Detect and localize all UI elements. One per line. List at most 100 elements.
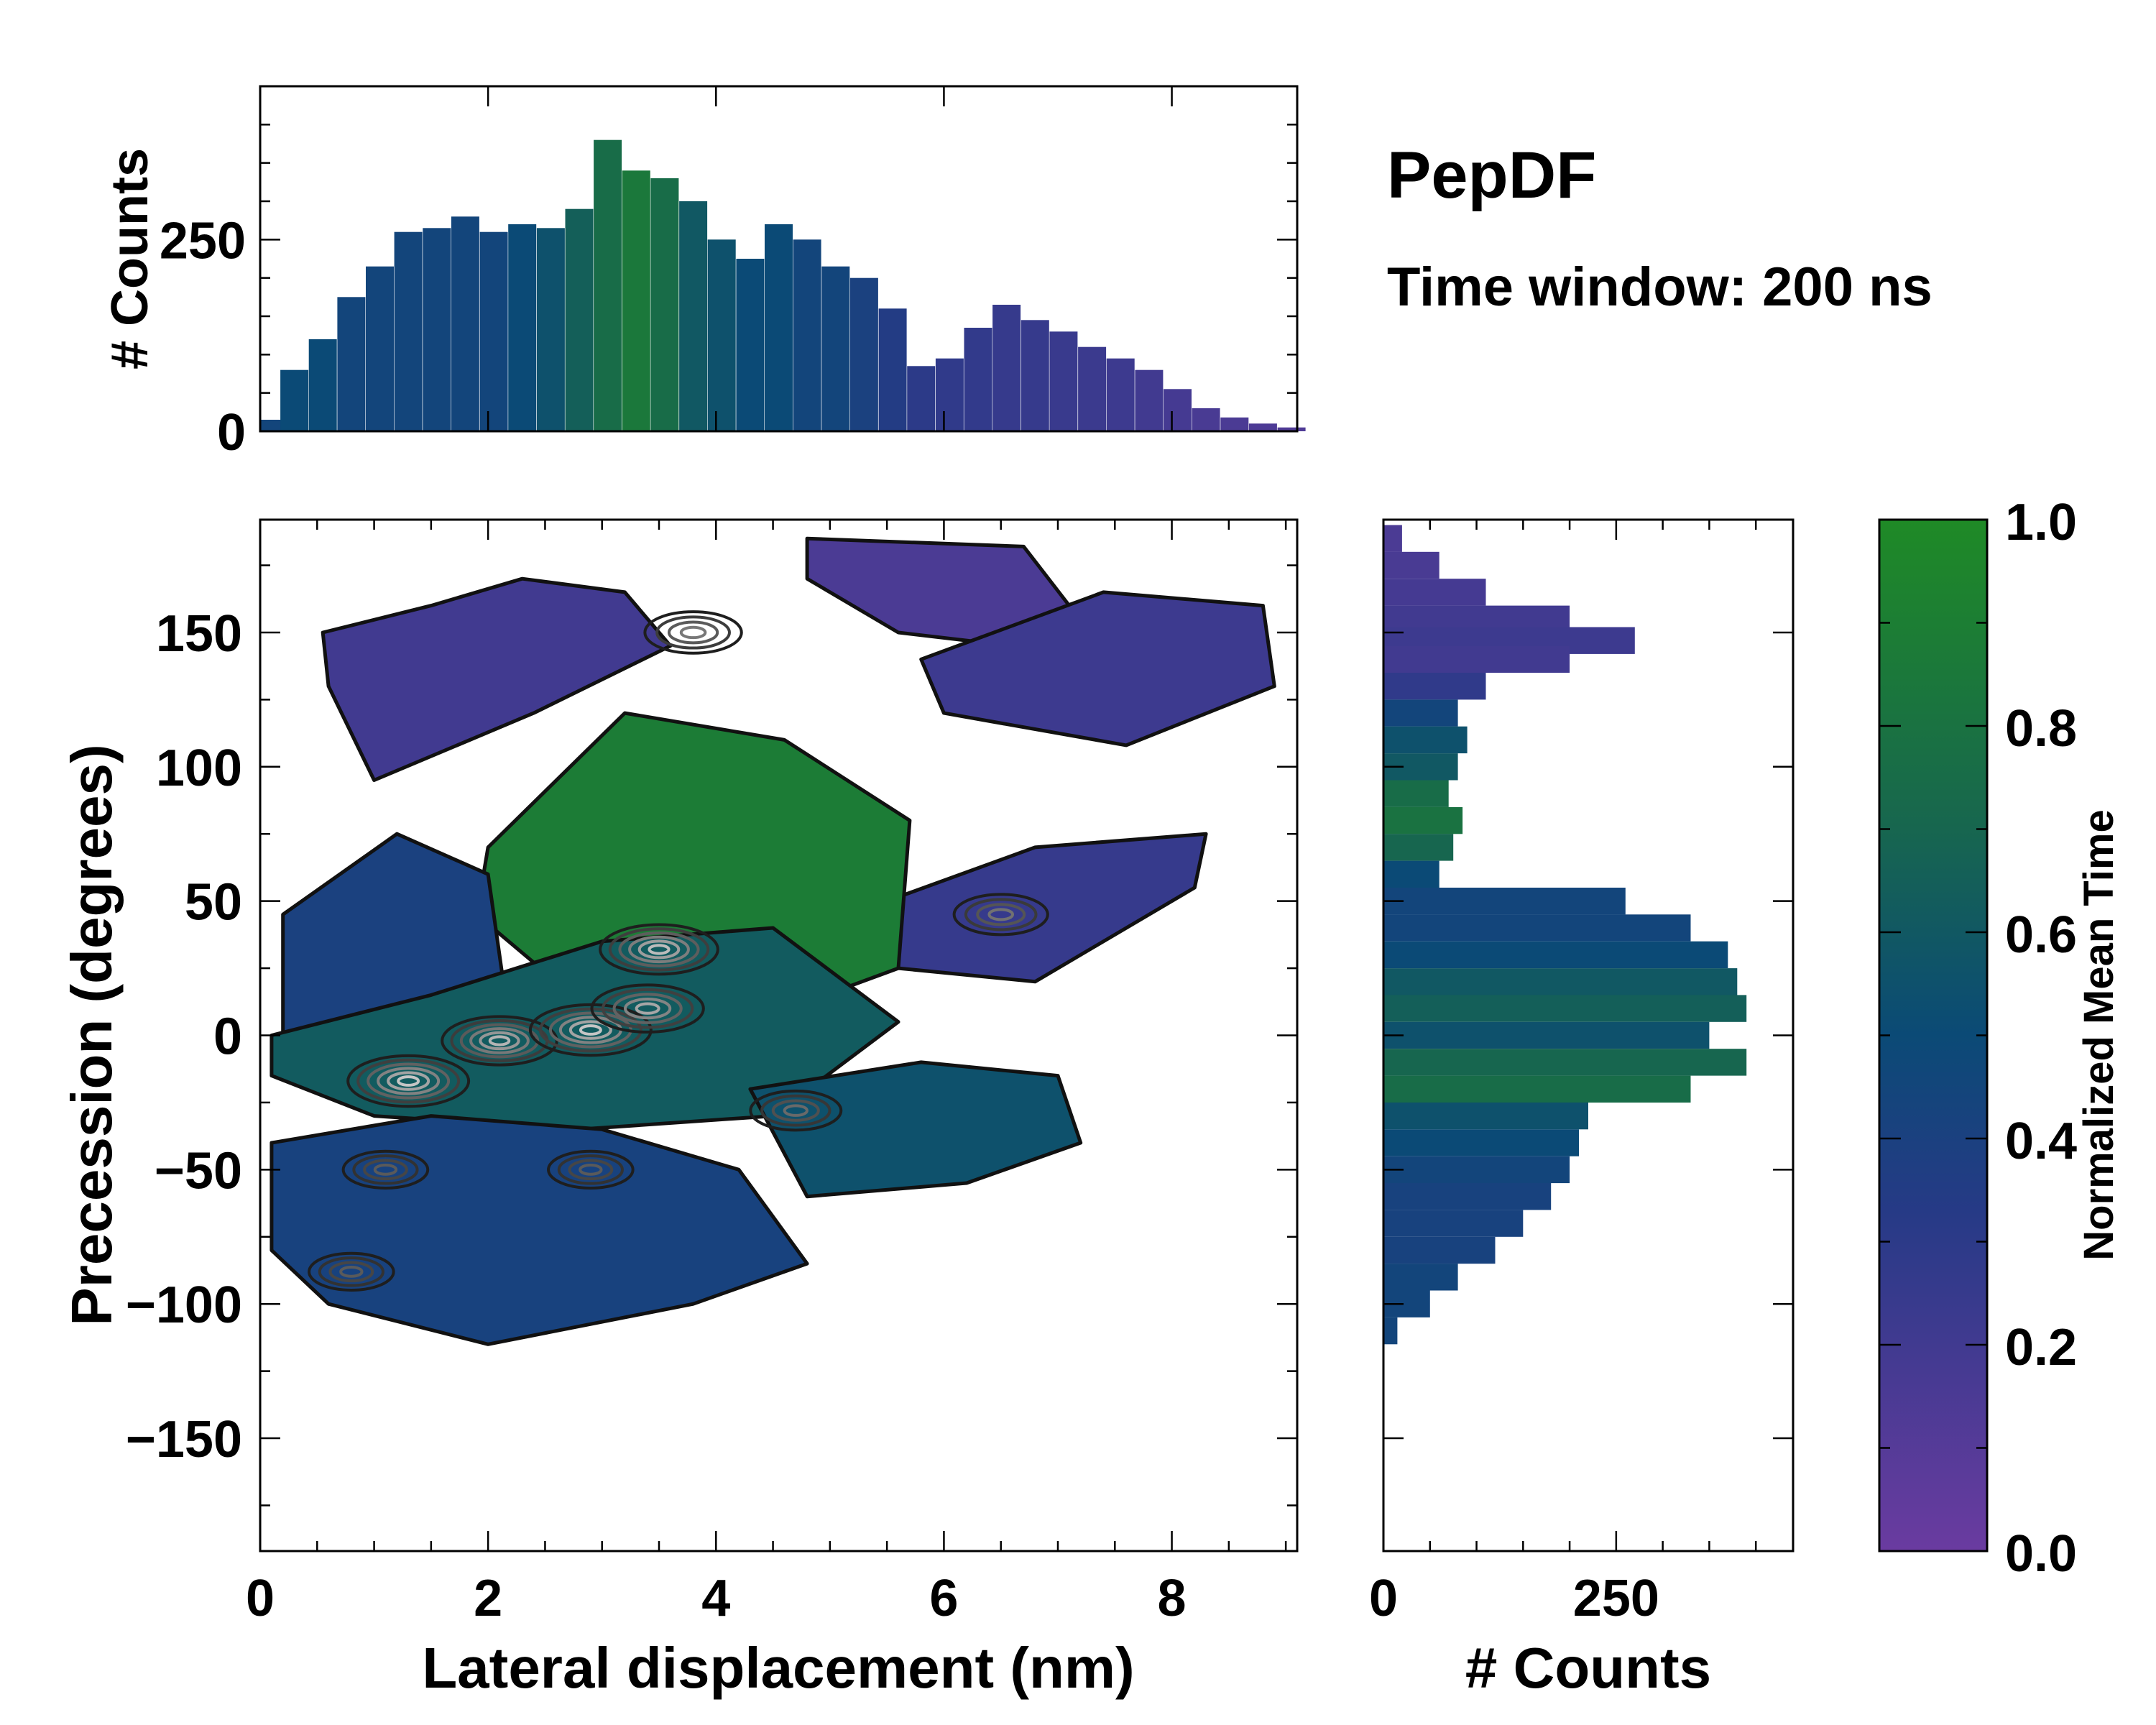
top-histogram-bar <box>1248 423 1277 431</box>
top-histogram-bar <box>479 231 508 431</box>
density-contour-10-1 <box>579 1163 603 1176</box>
top-histogram-frame <box>259 85 1299 433</box>
top-histogram-bar <box>765 224 793 431</box>
right-xtick-label: 250 <box>1573 1570 1659 1627</box>
right-histogram-bars <box>1383 525 1747 1345</box>
heatmap-region-right-violet <box>919 590 1276 748</box>
right-histogram-bar <box>1383 1075 1691 1103</box>
colorbar-tick-label: 0.8 <box>2005 700 2077 758</box>
top-histogram: 0 250 # Counts <box>101 85 1306 461</box>
density-contour-1-3 <box>469 1027 530 1054</box>
top-histogram-bar <box>1021 320 1049 431</box>
right-histogram-bar <box>1383 1210 1524 1237</box>
density-contour-6-3 <box>964 898 1038 932</box>
density-contour-10-3 <box>557 1154 624 1185</box>
top-histogram-ticks: 0 250 <box>160 86 1297 461</box>
colorbar-tick-label: 0.4 <box>2005 1113 2077 1170</box>
density-contour-3-3 <box>628 935 690 964</box>
colorbar-label: Normalized Mean Time <box>2076 809 2122 1260</box>
right-histogram-xlabel: # Counts <box>1465 1636 1711 1700</box>
density-contour-8-1 <box>373 1163 398 1176</box>
right-histogram-ticks: 0 250 <box>1369 520 1793 1627</box>
density-contour-2-6 <box>528 1003 653 1057</box>
density-contour-8-2 <box>363 1159 408 1181</box>
top-histogram-bar <box>650 178 679 431</box>
density-contour-3-4 <box>618 932 700 967</box>
density-contour-3-5 <box>608 927 710 972</box>
right-histogram-bar <box>1383 673 1486 700</box>
density-contour-7-2 <box>771 1099 820 1122</box>
density-contour-7-1 <box>783 1104 808 1117</box>
main-ytick-label: 150 <box>156 605 242 663</box>
density-contour-7-3 <box>760 1094 831 1127</box>
right-histogram-bar <box>1383 1021 1710 1049</box>
density-contour-6-1 <box>987 908 1015 921</box>
top-histogram-bar <box>793 239 821 431</box>
top-histogram-bar <box>1277 427 1306 431</box>
top-histogram-ylabel: # Counts <box>101 148 159 369</box>
density-contour-1-1 <box>488 1035 511 1046</box>
density-contour-9-4 <box>308 1251 395 1292</box>
top-ytick-label: 250 <box>160 212 246 270</box>
right-xtick-label: 0 <box>1369 1570 1398 1627</box>
colorbar-tick-label: 1.0 <box>2005 494 2077 551</box>
right-histogram-bar <box>1383 1102 1588 1130</box>
main-xtick-label: 6 <box>929 1570 958 1627</box>
right-histogram-bar <box>1383 995 1747 1022</box>
colorbar-tick-label: 0.2 <box>2005 1319 2077 1376</box>
top-histogram-bar <box>736 259 765 431</box>
right-histogram-bar <box>1383 1264 1458 1291</box>
top-histogram-bar <box>594 139 622 431</box>
main-ticks: 0 2 4 6 8 −150 −100 −50 0 50 100 150 <box>126 520 1297 1627</box>
right-histogram-bar <box>1383 1156 1570 1184</box>
right-histogram-bar <box>1383 699 1458 727</box>
top-histogram-bar <box>878 308 907 431</box>
heatmap-regions <box>270 536 1276 1346</box>
density-contour-7-4 <box>749 1089 843 1132</box>
density-contour-4-2 <box>624 998 672 1020</box>
density-contour-6-2 <box>976 903 1026 926</box>
top-histogram-bar <box>451 216 479 431</box>
chart-subtitle: Time window: 200 ns <box>1387 257 1932 318</box>
density-contour-10-4 <box>547 1149 635 1190</box>
top-histogram-bar <box>1164 389 1192 431</box>
top-histogram-bar <box>907 366 936 431</box>
right-histogram-bar <box>1383 1049 1747 1076</box>
density-contour-0-4 <box>367 1062 451 1100</box>
top-histogram-bar <box>992 305 1021 431</box>
top-histogram-bar <box>1049 331 1078 431</box>
density-contour-8-4 <box>341 1149 430 1190</box>
density-contour-5-2 <box>667 620 719 645</box>
top-histogram-bar <box>366 266 394 431</box>
density-contour-9-3 <box>318 1256 384 1287</box>
top-histogram-bar <box>1078 346 1107 431</box>
main-xtick-label: 8 <box>1158 1570 1187 1627</box>
right-histogram-bar <box>1383 645 1570 673</box>
density-contour-5-1 <box>679 625 707 640</box>
chart-title: PepDF <box>1387 139 1596 212</box>
main-xtick-label: 0 <box>246 1570 275 1627</box>
top-histogram-bar <box>337 297 366 431</box>
density-contour-2-2 <box>568 1020 612 1040</box>
top-histogram-bar <box>707 239 736 431</box>
main-ytick-label: 100 <box>156 740 242 797</box>
density-contour-9-2 <box>328 1261 374 1283</box>
density-contour-0-5 <box>356 1058 461 1104</box>
density-contour-3-1 <box>648 944 671 955</box>
right-histogram-bar <box>1383 1183 1552 1210</box>
main-ytick-label: 0 <box>213 1008 242 1066</box>
right-histogram-bar <box>1383 1317 1398 1345</box>
right-histogram-bar <box>1383 860 1439 888</box>
density-contour-4-5 <box>590 983 705 1034</box>
right-histogram-bar <box>1383 780 1449 807</box>
right-histogram-bar <box>1383 834 1454 861</box>
density-contour-0-2 <box>387 1071 430 1091</box>
right-histogram-bar <box>1383 726 1468 754</box>
top-histogram-bars <box>260 139 1306 432</box>
heatmap-region-lower-blue <box>270 1114 809 1346</box>
main-xtick-label: 4 <box>701 1570 730 1627</box>
density-contour-10-2 <box>568 1159 614 1181</box>
top-histogram-bar <box>821 266 850 431</box>
top-ytick-label: 0 <box>217 404 246 461</box>
